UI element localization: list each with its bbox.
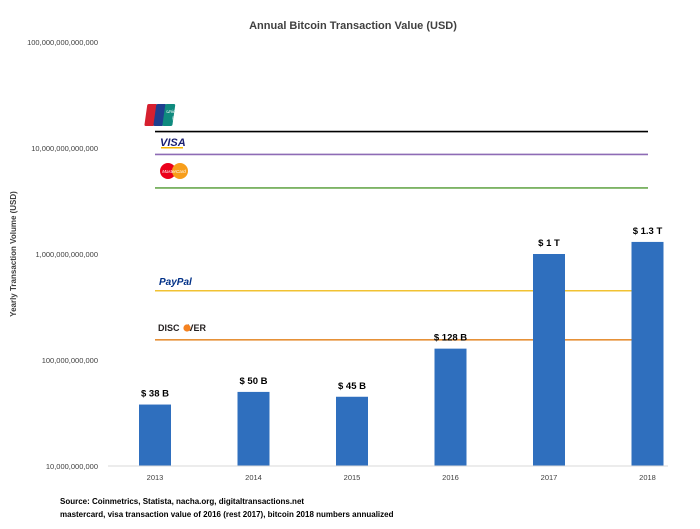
y-tick-label: 1,000,000,000,000 (35, 250, 98, 259)
bar-2018 (631, 241, 664, 466)
y-tick-label: 100,000,000,000 (42, 356, 98, 365)
mastercard-logo: MasterCard (160, 163, 188, 179)
bar-label-2017: $ 1 T (538, 238, 560, 249)
bar-label-2014: $ 50 B (240, 376, 268, 387)
visa-logo-text: VISA (160, 137, 186, 149)
bars (139, 241, 664, 466)
x-tick-2014: 2014 (245, 473, 262, 482)
bar-2014 (237, 391, 270, 466)
reference-lines (155, 130, 648, 341)
bar-2013 (139, 404, 171, 466)
visa-logo: VISA (160, 137, 186, 149)
mastercard-logo-text: MasterCard (162, 169, 186, 174)
x-tick-2013: 2013 (147, 473, 164, 482)
y-axis-ticks: 10,000,000,000 100,000,000,000 1,000,000,0… (27, 38, 98, 471)
bar-2015 (336, 396, 368, 466)
paypal-logo: PayPal (159, 277, 192, 288)
bar-label-2013: $ 38 B (141, 389, 169, 400)
y-tick-label: 10,000,000,000 (46, 462, 98, 471)
y-tick-label: 10,000,000,000,000 (31, 144, 98, 153)
x-tick-2018: 2018 (639, 473, 656, 482)
unionpay-logo-subtext: 银联 (172, 115, 180, 121)
chart-title: Annual Bitcoin Transaction Value (USD) (249, 20, 457, 32)
paypal-logo-text: PayPal (159, 277, 192, 288)
bar-2016 (434, 348, 467, 466)
bar-data-labels: $ 38 B $ 50 B $ 45 B $ 128 B $ 1 T $ 1.3 T (141, 226, 662, 400)
bar-label-2016: $ 128 B (434, 333, 467, 344)
x-tick-2015: 2015 (344, 473, 361, 482)
bar-label-2015: $ 45 B (338, 381, 366, 392)
x-tick-2016: 2016 (442, 473, 459, 482)
source-note: Source: Coinmetrics, Statista, nacha.org… (60, 497, 305, 506)
discover-logo-dot (183, 324, 191, 332)
discover-logo-text-b: VER (188, 323, 207, 333)
discover-logo: DISC VER (158, 323, 207, 333)
discover-logo-text-a: DISC (158, 323, 180, 333)
bar-label-2018: $ 1.3 T (633, 226, 663, 237)
bar-2017 (533, 254, 565, 466)
unionpay-logo-text: UnionPay (166, 109, 186, 114)
footnote: mastercard, visa transaction value of 20… (60, 510, 394, 519)
y-axis-label: Yearly Transaction Volume (USD) (9, 191, 18, 317)
x-tick-2017: 2017 (541, 473, 558, 482)
x-axis-ticks: 2013 2014 2015 2016 2017 2018 (147, 473, 656, 482)
y-tick-label: 100,000,000,000,000 (27, 38, 98, 47)
unionpay-logo: UnionPay 银联 (144, 104, 187, 126)
